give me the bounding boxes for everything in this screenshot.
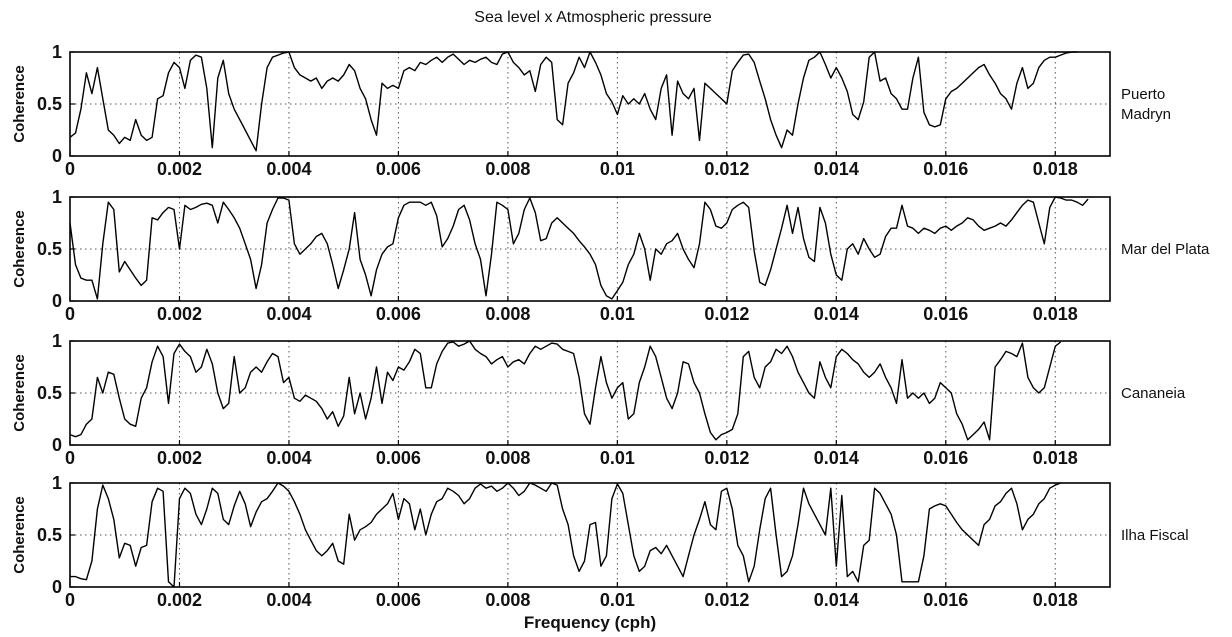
x-tick-label: 0.018	[1033, 304, 1078, 324]
x-tick-label: 0.008	[485, 590, 530, 610]
coherence-panels: 0 0.002 0.004 0.006 0.008 0.01 0.012 0.014 0.016…	[11, 42, 1210, 610]
coherence-series-line	[69, 196, 1089, 300]
x-tick-label: 0.006	[376, 590, 421, 610]
y-tick-label: 1	[52, 331, 62, 351]
x-tick-label: 0.018	[1033, 590, 1078, 610]
station-label: Ilha Fiscal	[1121, 527, 1189, 544]
coherence-series-line	[69, 340, 1062, 441]
y-tick-label: 0.5	[37, 239, 62, 259]
x-tick-label: 0.002	[157, 448, 202, 468]
x-tick-label: 0.008	[485, 448, 530, 468]
x-tick-label: 0.008	[485, 304, 530, 324]
coherence-series-line	[69, 51, 1078, 152]
panel-4: 0 0.002 0.004 0.006 0.008 0.01 0.012 0.014 0.016…	[11, 473, 1189, 610]
y-tick-label: 0	[52, 146, 62, 166]
y-tick-label: 0	[52, 577, 62, 597]
y-tick-label: 0	[52, 291, 62, 311]
y-tick-label: 0.5	[37, 383, 62, 403]
y-tick-label: 1	[52, 473, 62, 493]
x-tick-label: 0	[65, 590, 75, 610]
x-tick-label: 0.004	[266, 159, 311, 179]
figure-title: Sea level x Atmospheric pressure	[474, 9, 712, 26]
y-tick-label: 0	[52, 435, 62, 455]
panel-3: 0 0.002 0.004 0.006 0.008 0.01 0.012 0.014 0.016…	[11, 331, 1186, 468]
x-tick-label: 0.014	[814, 590, 859, 610]
x-tick-label: 0.01	[600, 590, 635, 610]
y-tick-label: 1	[52, 42, 62, 62]
station-label: Madryn	[1121, 106, 1171, 123]
y-axis-label: Coherence	[11, 496, 28, 574]
x-tick-label: 0.016	[923, 590, 968, 610]
x-tick-label: 0.016	[923, 448, 968, 468]
x-tick-label: 0.016	[923, 159, 968, 179]
y-axis-label: Coherence	[11, 210, 28, 288]
station-label: Puerto	[1121, 86, 1165, 103]
x-tick-label: 0.008	[485, 159, 530, 179]
station-label: Mar del Plata	[1121, 241, 1210, 258]
x-tick-label: 0.014	[814, 448, 859, 468]
x-tick-label: 0.012	[704, 304, 749, 324]
x-tick-label: 0.01	[600, 159, 635, 179]
x-tick-label: 0.004	[266, 304, 311, 324]
x-tick-label: 0.012	[704, 448, 749, 468]
station-label: Cananeia	[1121, 385, 1186, 402]
x-tick-label: 0.004	[266, 448, 311, 468]
y-tick-label: 1	[52, 187, 62, 207]
x-tick-label: 0.002	[157, 590, 202, 610]
y-axis-label: Coherence	[11, 65, 28, 143]
x-tick-label: 0.002	[157, 159, 202, 179]
x-axis-label: Frequency (cph)	[524, 613, 656, 632]
x-tick-label: 0.018	[1033, 159, 1078, 179]
x-tick-label: 0.004	[266, 590, 311, 610]
x-tick-label: 0	[65, 159, 75, 179]
y-tick-label: 0.5	[37, 525, 62, 545]
x-tick-label: 0.012	[704, 159, 749, 179]
y-tick-label: 0.5	[37, 94, 62, 114]
x-tick-label: 0.01	[600, 448, 635, 468]
x-tick-label: 0.006	[376, 448, 421, 468]
panel-2: 0 0.002 0.004 0.006 0.008 0.01 0.012 0.014 0.016…	[11, 187, 1210, 324]
x-tick-label: 0	[65, 448, 75, 468]
x-tick-label: 0	[65, 304, 75, 324]
y-axis-label: Coherence	[11, 354, 28, 432]
x-tick-label: 0.01	[600, 304, 635, 324]
x-tick-label: 0.016	[923, 304, 968, 324]
x-tick-label: 0.006	[376, 159, 421, 179]
x-tick-label: 0.006	[376, 304, 421, 324]
coherence-series-line	[70, 482, 1061, 588]
x-tick-label: 0.012	[704, 590, 749, 610]
x-tick-label: 0.014	[814, 304, 859, 324]
panel-1: 0 0.002 0.004 0.006 0.008 0.01 0.012 0.014 0.016…	[11, 42, 1171, 179]
x-tick-label: 0.014	[814, 159, 859, 179]
x-tick-label: 0.002	[157, 304, 202, 324]
x-tick-label: 0.018	[1033, 448, 1078, 468]
